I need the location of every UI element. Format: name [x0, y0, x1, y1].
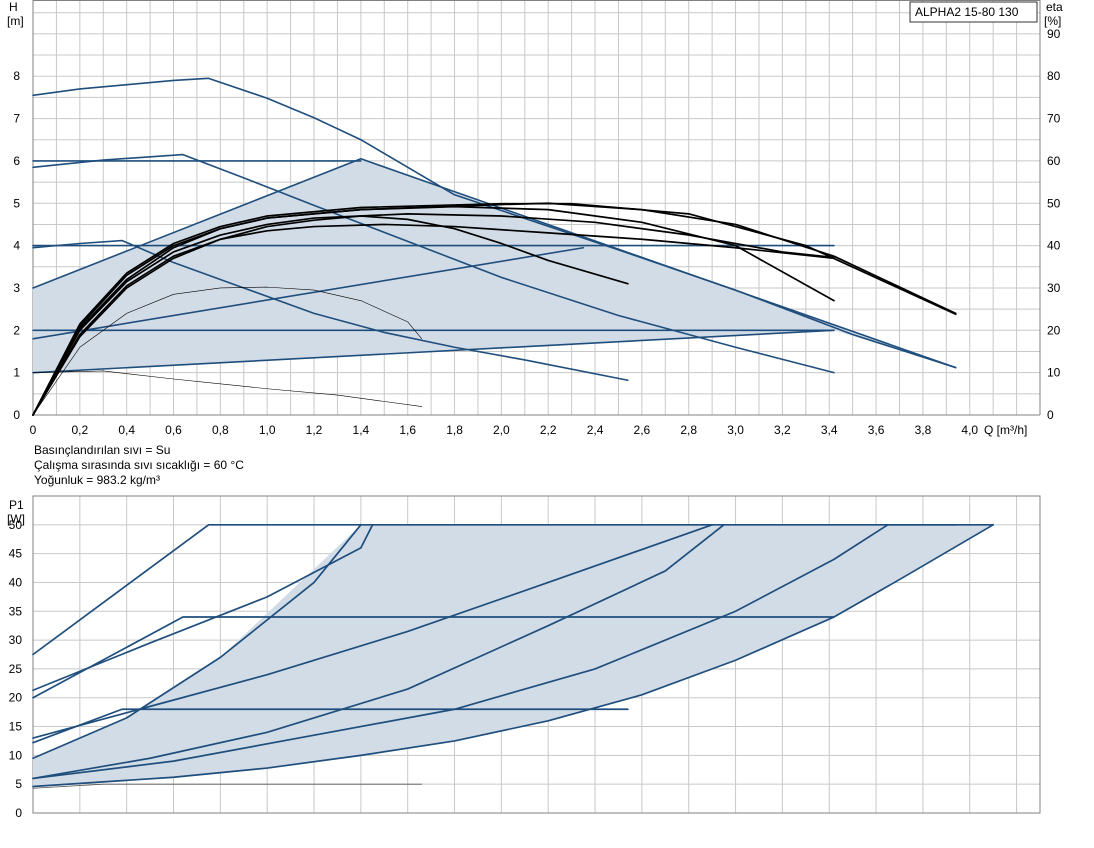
- y-tick-label: 25: [9, 662, 23, 676]
- y-tick-label: 1: [13, 366, 20, 380]
- head-series-1: [32, 153, 835, 374]
- y-tick-label: 0: [15, 806, 22, 820]
- head-series-12: [32, 215, 629, 416]
- model-label-box: ALPHA2 15-80 130: [909, 1, 1038, 23]
- x-tick-label: 4,0: [961, 423, 978, 437]
- power-series-5: [32, 523, 713, 739]
- x-tick-label: 3,4: [821, 423, 838, 437]
- power-series-6: [32, 523, 725, 780]
- y2-tick-label: 30: [1047, 281, 1061, 295]
- x-tick-label: 2,4: [587, 423, 604, 437]
- operating-region: [33, 158, 956, 373]
- y-axis-title: H: [9, 0, 18, 14]
- y-tick-label: 40: [9, 575, 23, 589]
- y2-tick-label: 90: [1047, 27, 1061, 41]
- head-series-9: [360, 158, 957, 369]
- x-tick-label: 2,2: [540, 423, 557, 437]
- note-temperature: Çalışma sırasında sıvı sıcaklığı = 60 °C: [34, 458, 244, 472]
- y-tick-label: 45: [9, 547, 23, 561]
- y2-axis-unit: [%]: [1044, 14, 1061, 28]
- y-tick-label: 30: [9, 633, 23, 647]
- x-tick-label: 0: [30, 423, 37, 437]
- power-series-1: [32, 523, 374, 692]
- y-tick-label: 15: [9, 720, 23, 734]
- power-series-0: [32, 523, 957, 656]
- x-tick-label: 0,4: [118, 423, 135, 437]
- y-tick-label: 35: [9, 604, 23, 618]
- y-tick-label: 5: [13, 196, 20, 210]
- head-series-2: [32, 239, 629, 382]
- x-tick-label: 3,2: [774, 423, 791, 437]
- y-tick-label: 4: [13, 239, 20, 253]
- x-tick-label: 1,4: [353, 423, 370, 437]
- y2-tick-label: 80: [1047, 69, 1061, 83]
- y-tick-label: 10: [9, 748, 23, 762]
- y2-tick-label: 60: [1047, 154, 1061, 168]
- x-tick-label: 0,8: [212, 423, 229, 437]
- x-tick-label: 3,8: [915, 423, 932, 437]
- y-tick-label: 8: [13, 69, 20, 83]
- head-series-13: [32, 223, 835, 416]
- y2-tick-label: 0: [1047, 408, 1054, 422]
- note-density: Yoğunluk = 983.2 kg/m³: [34, 473, 160, 487]
- y-tick-label: 6: [13, 154, 20, 168]
- head-series-8: [32, 329, 835, 374]
- y-tick-label: 2: [13, 323, 20, 337]
- x-tick-label: 2,6: [634, 423, 651, 437]
- power-series-3: [32, 708, 629, 744]
- head-chart: 0 0,2 0,4 0,6 0,8 1,0 1,2 1,4 1,6 1,8 2,0 2,2 2,4 2,6…: [7, 0, 1063, 437]
- head-series-10: [32, 370, 423, 407]
- model-label: ALPHA2 15-80 130: [915, 5, 1019, 19]
- y2-tick-label: 10: [1047, 366, 1061, 380]
- x-tick-label: 1,2: [306, 423, 323, 437]
- operating-region: [33, 524, 994, 787]
- y2-tick-label: 70: [1047, 112, 1061, 126]
- x-tick-label: 2,8: [680, 423, 697, 437]
- note-fluid: Basınçlandırılan sıvı = Su: [34, 443, 171, 457]
- y-axis-unit: [W]: [7, 512, 25, 526]
- y-tick-label: 0: [13, 408, 20, 422]
- head-series-16: [32, 202, 957, 416]
- x-tick-label: 3,6: [868, 423, 885, 437]
- power-series-4: [32, 523, 362, 760]
- power-series-10: [32, 783, 423, 789]
- y-tick-label: 5: [15, 777, 22, 791]
- y-tick-label: 7: [13, 112, 20, 126]
- power-chart: 0 5 10 15 20 25 30 35 40 45 50 P1[W]: [7, 495, 1041, 820]
- x-tick-label: 1,6: [399, 423, 416, 437]
- y2-tick-label: 50: [1047, 196, 1061, 210]
- y-tick-label: 20: [9, 691, 23, 705]
- head-series-6: [32, 158, 362, 289]
- head-series-11: [32, 286, 423, 416]
- x-tick-label: 0,2: [71, 423, 88, 437]
- y-tick-label: 50: [9, 518, 23, 532]
- x-tick-label: 0,6: [165, 423, 182, 437]
- y-axis-unit: [m]: [7, 14, 24, 28]
- y2-axis-title: eta: [1046, 0, 1063, 14]
- y2-tick-label: 40: [1047, 239, 1061, 253]
- power-series-2: [32, 616, 835, 699]
- head-series-14: [32, 213, 835, 416]
- x-tick-label: 2,0: [493, 423, 510, 437]
- y-axis-title: P1: [9, 498, 24, 512]
- x-tick-label: 3,0: [727, 423, 744, 437]
- y-tick-label: 3: [13, 281, 20, 295]
- power-series-8: [32, 523, 995, 788]
- power-series-7: [32, 523, 889, 780]
- head-series-7: [32, 246, 585, 340]
- y2-tick-label: 20: [1047, 323, 1061, 337]
- x-tick-label: 1,8: [446, 423, 463, 437]
- x-tick-label: 1,0: [259, 423, 276, 437]
- head-series-17: [32, 202, 957, 416]
- x-axis-title: Q [m³/h]: [984, 423, 1027, 437]
